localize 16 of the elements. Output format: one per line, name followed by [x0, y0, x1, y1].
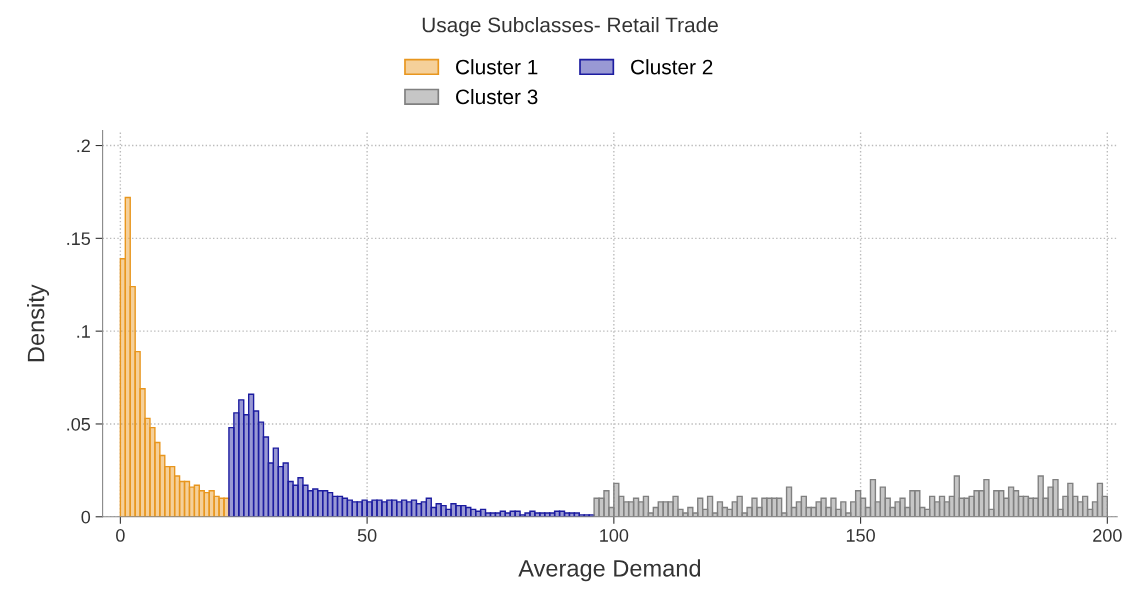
x-tick-label: 0: [116, 529, 125, 542]
y-tick-label: .05: [67, 417, 91, 431]
y-axis-title: Density: [27, 284, 50, 362]
x-tick-label: 100: [600, 529, 629, 542]
y-tick-label: .1: [77, 325, 90, 338]
legend-label: Cluster 3: [456, 88, 538, 105]
legend-label: Cluster 1: [456, 59, 538, 75]
y-tick-label: .15: [67, 232, 91, 246]
legend-label: Cluster 2: [631, 59, 713, 75]
chart-title: Usage Subclasses- Retail Trade: [422, 17, 718, 37]
x-tick-label: 50: [357, 529, 377, 542]
y-tick-label: 0: [81, 510, 91, 524]
x-axis-title: Average Demand: [518, 559, 701, 582]
x-tick-label: 200: [1093, 529, 1122, 542]
x-tick-label: 150: [846, 529, 875, 542]
y-tick-label: .2: [77, 139, 90, 153]
